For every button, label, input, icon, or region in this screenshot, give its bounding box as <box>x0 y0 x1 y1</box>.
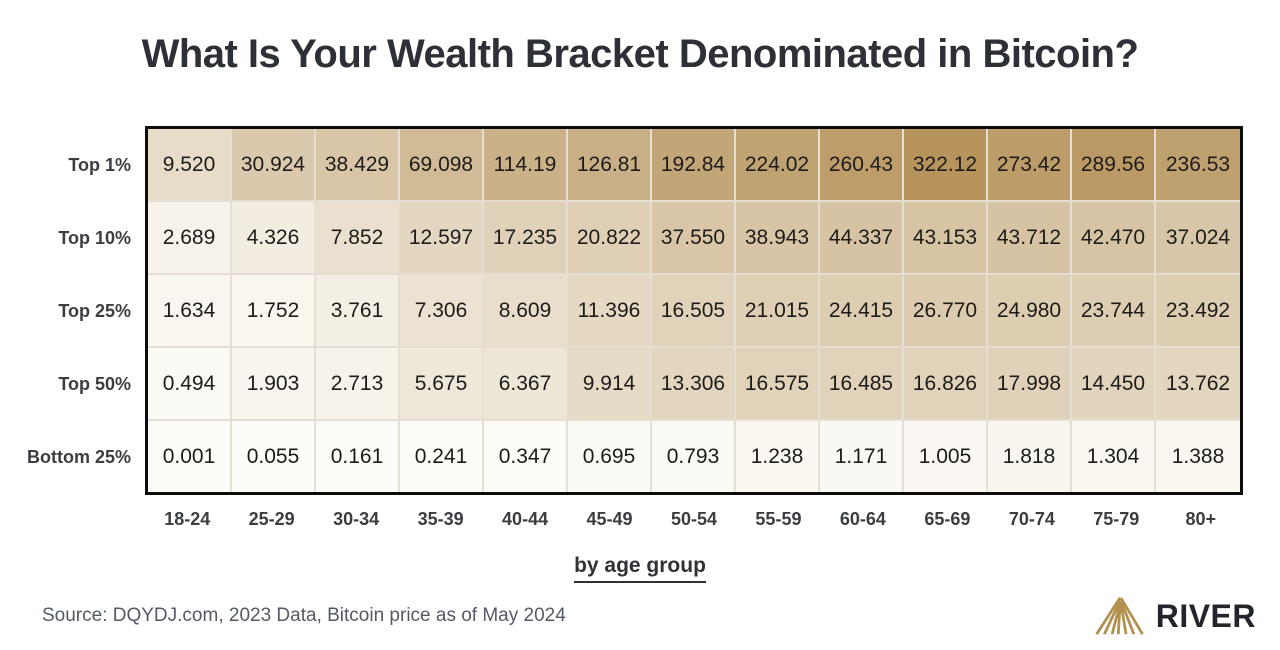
heatmap-cell: 1.171 <box>820 421 904 492</box>
heatmap-cell: 8.609 <box>484 275 568 348</box>
row-label: Top 50% <box>58 374 131 395</box>
footer: Source: DQYDJ.com, 2023 Data, Bitcoin pr… <box>0 594 1280 638</box>
row-label: Bottom 25% <box>26 447 131 468</box>
heatmap-cell: 1.903 <box>232 348 316 421</box>
heatmap-cell: 260.43 <box>820 129 904 202</box>
heatmap-cell: 26.770 <box>904 275 988 348</box>
heatmap-cell: 5.675 <box>400 348 484 421</box>
heatmap-cell: 7.306 <box>400 275 484 348</box>
heatmap-cell: 16.505 <box>652 275 736 348</box>
age-group-label: 40-44 <box>502 509 549 529</box>
age-group-label: 45-49 <box>586 509 633 529</box>
heatmap-cell: 0.055 <box>232 421 316 492</box>
heatmap-cell: 7.852 <box>316 202 400 275</box>
heatmap-cell: 69.098 <box>400 129 484 202</box>
heatmap-cell: 43.712 <box>988 202 1072 275</box>
heatmap-grid: 9.520 30.924 38.429 69.098 114.19 126.81 192.8… <box>145 126 1243 495</box>
heatmap-cell: 43.153 <box>904 202 988 275</box>
heatmap-cell: 13.306 <box>652 348 736 421</box>
heatmap-chart: Top 1% Top 10% Top 25% Top 50% Bottom 25% 9.… <box>0 126 1243 495</box>
source-attribution: Source: DQYDJ.com, 2023 Data, Bitcoin pr… <box>42 605 566 626</box>
age-group-label: 35-39 <box>417 509 464 529</box>
heatmap-cell: 4.326 <box>232 202 316 275</box>
heatmap-cell: 0.241 <box>400 421 484 492</box>
heatmap-cell: 37.024 <box>1156 202 1240 275</box>
row-label: Top 1% <box>68 155 131 176</box>
heatmap-cell: 322.12 <box>904 129 988 202</box>
heatmap-cell: 30.924 <box>232 129 316 202</box>
heatmap-cell: 236.53 <box>1156 129 1240 202</box>
age-group-label: 70-74 <box>1008 509 1055 529</box>
heatmap-cell: 13.762 <box>1156 348 1240 421</box>
heatmap-cell: 0.494 <box>148 348 232 421</box>
heatmap-cell: 273.42 <box>988 129 1072 202</box>
heatmap-cell: 0.793 <box>652 421 736 492</box>
heatmap-cell: 6.367 <box>484 348 568 421</box>
heatmap-cell: 114.19 <box>484 129 568 202</box>
heatmap-cell: 21.015 <box>736 275 820 348</box>
heatmap-cell: 0.161 <box>316 421 400 492</box>
heatmap-cell: 1.005 <box>904 421 988 492</box>
age-group-label: 55-59 <box>755 509 802 529</box>
heatmap-cell: 16.826 <box>904 348 988 421</box>
heatmap-cell: 16.485 <box>820 348 904 421</box>
heatmap-cell: 1.238 <box>736 421 820 492</box>
age-group-label: 75-79 <box>1093 509 1140 529</box>
heatmap-cell: 1.388 <box>1156 421 1240 492</box>
heatmap-cell: 289.56 <box>1072 129 1156 202</box>
age-group-label: 80+ <box>1185 509 1217 529</box>
x-axis-title-wrap: by age group <box>0 554 1280 583</box>
x-axis-title: by age group <box>574 554 706 583</box>
heatmap-cell: 2.713 <box>316 348 400 421</box>
age-group-label: 50-54 <box>670 509 718 529</box>
heatmap-cell: 1.752 <box>232 275 316 348</box>
chart-title: What Is Your Wealth Bracket Denominated … <box>141 32 1139 76</box>
heatmap-wrap: 9.520 30.924 38.429 69.098 114.19 126.81 192.8… <box>145 126 1243 495</box>
heatmap-cell: 23.492 <box>1156 275 1240 348</box>
heatmap-cell: 0.001 <box>148 421 232 492</box>
heatmap-cell: 44.337 <box>820 202 904 275</box>
heatmap-cell: 3.761 <box>316 275 400 348</box>
heatmap-cell: 42.470 <box>1072 202 1156 275</box>
heatmap-cell: 24.415 <box>820 275 904 348</box>
age-group-label: 18-24 <box>164 509 211 529</box>
heatmap-cell: 9.914 <box>568 348 652 421</box>
heatmap-cell: 23.744 <box>1072 275 1156 348</box>
heatmap-cell: 20.822 <box>568 202 652 275</box>
age-group-label: 60-64 <box>839 509 886 529</box>
heatmap-cell: 12.597 <box>400 202 484 275</box>
river-mountain-icon <box>1095 597 1144 635</box>
row-label: Top 10% <box>58 228 131 249</box>
heatmap-cell: 14.450 <box>1072 348 1156 421</box>
heatmap-cell: 0.347 <box>484 421 568 492</box>
x-axis-labels: 18-24 25-29 30-34 35-39 40-44 45-49 50-54 55-59… <box>145 509 1243 530</box>
row-labels: Top 1% Top 10% Top 25% Top 50% Bottom 25% <box>0 126 145 495</box>
heatmap-cell: 1.304 <box>1072 421 1156 492</box>
heatmap-cell: 0.695 <box>568 421 652 492</box>
row-label: Top 25% <box>58 301 131 322</box>
heatmap-cell: 192.84 <box>652 129 736 202</box>
brand-name: RIVER <box>1155 597 1256 634</box>
heatmap-cell: 224.02 <box>736 129 820 202</box>
heatmap-cell: 24.980 <box>988 275 1072 348</box>
heatmap-cell: 126.81 <box>568 129 652 202</box>
age-group-label: 30-34 <box>333 509 380 529</box>
heatmap-cell: 38.429 <box>316 129 400 202</box>
heatmap-cell: 1.634 <box>148 275 232 348</box>
heatmap-cell: 11.396 <box>568 275 652 348</box>
age-group-label: 25-29 <box>248 509 295 529</box>
heatmap-cell: 38.943 <box>736 202 820 275</box>
heatmap-cell: 17.235 <box>484 202 568 275</box>
heatmap-cell: 2.689 <box>148 202 232 275</box>
heatmap-cell: 9.520 <box>148 129 232 202</box>
heatmap-cell: 37.550 <box>652 202 736 275</box>
brand-logo: RIVER <box>1094 594 1256 638</box>
heatmap-cell: 1.818 <box>988 421 1072 492</box>
heatmap-cell: 17.998 <box>988 348 1072 421</box>
heatmap-cell: 16.575 <box>736 348 820 421</box>
age-group-label: 65-69 <box>924 509 971 529</box>
